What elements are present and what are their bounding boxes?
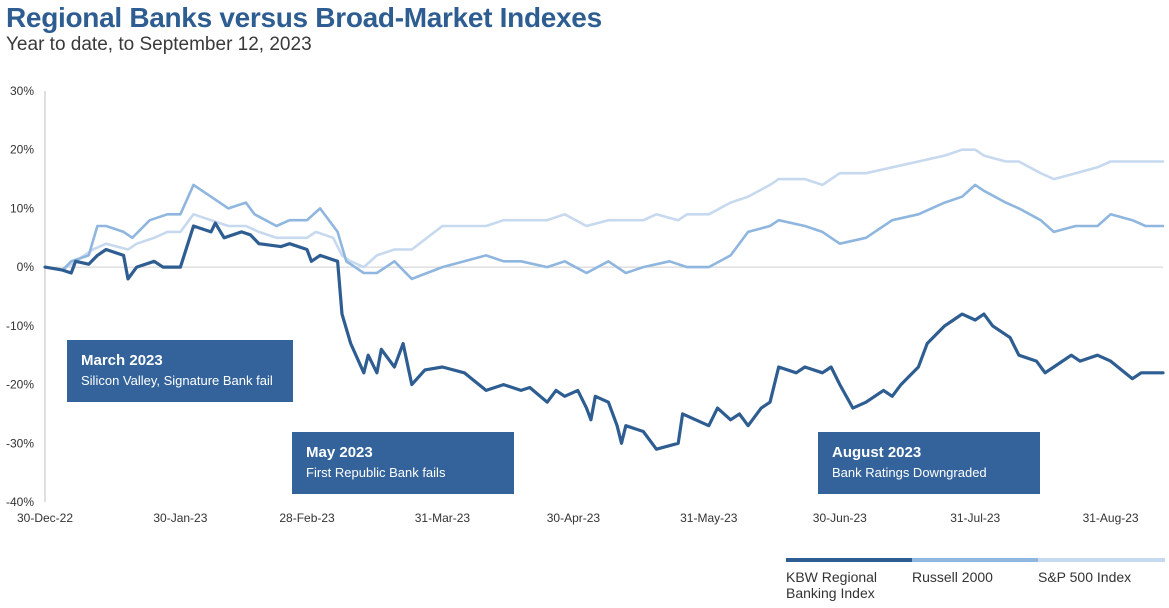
annotation-title: August 2023 <box>832 444 922 461</box>
annotation-august-2023: August 2023 Bank Ratings Downgraded <box>818 432 1040 494</box>
x-tick-label: 31-Aug-23 <box>1083 511 1139 525</box>
chart-title: Regional Banks versus Broad-Market Index… <box>6 2 602 33</box>
x-tick-label: 30-Dec-22 <box>17 511 73 525</box>
legend-label: Russell 2000 <box>912 569 993 585</box>
x-tick-label: 31-May-23 <box>680 511 738 525</box>
x-tick-label: 30-Jan-23 <box>153 511 207 525</box>
series-line-s-p-500-index <box>43 148 1165 272</box>
y-tick-label: -10% <box>6 319 34 333</box>
chart-legend: KBW Regional Banking Index Russell 2000 S… <box>786 558 1165 608</box>
y-tick-label: 10% <box>10 201 34 215</box>
legend-swatch <box>912 558 1038 562</box>
chart-lines <box>43 148 1165 451</box>
y-tick-label: -20% <box>6 378 34 392</box>
legend-swatch <box>1038 558 1165 562</box>
legend-label: S&P 500 Index <box>1038 569 1132 585</box>
annotation-title: March 2023 <box>81 352 163 369</box>
y-tick-label: -30% <box>6 436 34 450</box>
annotation-may-2023: May 2023 First Republic Bank fails <box>292 432 514 494</box>
series-line-kbw-regional-banking-index <box>43 221 1165 451</box>
legend-item-russell-2000: Russell 2000 <box>912 558 1038 608</box>
annotation-march-2023: March 2023 Silicon Valley, Signature Ban… <box>67 340 293 402</box>
x-tick-label: 31-Jul-23 <box>950 511 1000 525</box>
chart-tick-labels: 30% 20% 10% 0% -10% -20% -30% -40% 30-Dec-22 30-J… <box>6 84 1139 525</box>
annotation-text: Bank Ratings Downgraded <box>832 465 987 480</box>
x-tick-label: 31-Mar-23 <box>415 511 471 525</box>
y-tick-label: 20% <box>10 143 34 157</box>
x-tick-label: 30-Apr-23 <box>547 511 601 525</box>
y-tick-label: 30% <box>10 84 34 98</box>
annotation-text: Silicon Valley, Signature Bank fail <box>81 373 273 388</box>
chart-subtitle: Year to date, to September 12, 2023 <box>6 34 312 55</box>
legend-label: KBW Regional Banking Index <box>786 569 878 601</box>
y-tick-label: -40% <box>6 495 34 509</box>
chart-axes <box>44 91 1163 502</box>
legend-swatch <box>786 558 912 562</box>
annotation-title: May 2023 <box>306 444 373 461</box>
legend-item-sp500: S&P 500 Index <box>1038 558 1165 608</box>
x-tick-label: 28-Feb-23 <box>279 511 335 525</box>
series-line-russell-2000 <box>43 183 1165 281</box>
x-tick-label: 30-Jun-23 <box>813 511 867 525</box>
annotation-text: First Republic Bank fails <box>306 465 446 480</box>
y-tick-label: 0% <box>17 260 35 274</box>
legend-item-kbw: KBW Regional Banking Index <box>786 558 912 608</box>
